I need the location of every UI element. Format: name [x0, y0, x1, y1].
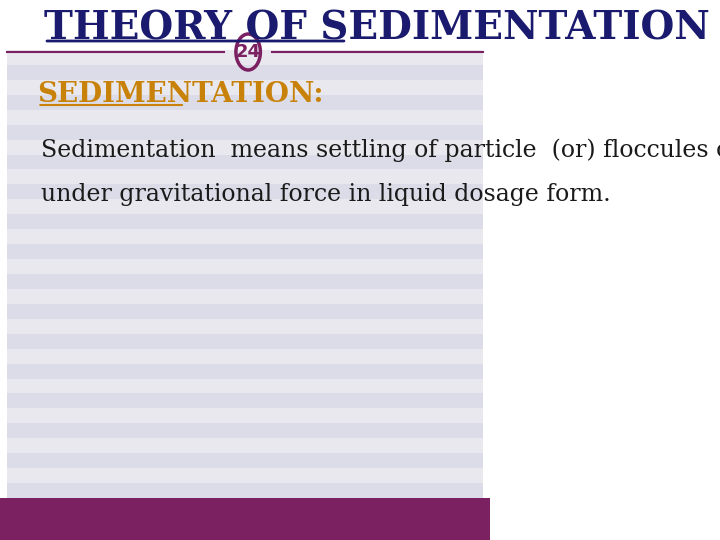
Bar	[6, 468, 482, 483]
Bar	[6, 229, 482, 244]
Bar	[0, 498, 490, 540]
Bar	[6, 453, 482, 468]
Text: 24: 24	[235, 43, 261, 61]
Bar	[6, 154, 482, 170]
Bar	[6, 50, 482, 65]
Bar	[6, 65, 482, 80]
Bar	[6, 363, 482, 379]
Text: under gravitational force in liquid dosage form.: under gravitational force in liquid dosa…	[41, 184, 611, 206]
Bar	[6, 379, 482, 394]
Bar	[6, 334, 482, 349]
Bar	[6, 110, 482, 125]
Bar	[6, 244, 482, 259]
Bar	[6, 319, 482, 334]
Bar	[6, 125, 482, 140]
Bar	[6, 5, 482, 50]
Bar	[6, 304, 482, 319]
Bar	[6, 95, 482, 110]
Bar	[6, 423, 482, 438]
Bar	[6, 140, 482, 154]
Bar	[6, 408, 482, 423]
Bar	[6, 214, 482, 229]
Bar	[6, 259, 482, 274]
Bar	[6, 170, 482, 184]
Text: THEORY OF SEDIMENTATION: THEORY OF SEDIMENTATION	[44, 9, 710, 47]
Bar	[6, 80, 482, 95]
Bar	[6, 483, 482, 498]
Text: Sedimentation  means settling of particle  (or) floccules occur: Sedimentation means settling of particle…	[41, 138, 720, 162]
Text: SEDIMENTATION:: SEDIMENTATION:	[37, 82, 324, 109]
Bar	[6, 289, 482, 304]
Bar	[6, 274, 482, 289]
Bar	[6, 184, 482, 199]
Bar	[6, 394, 482, 408]
Bar	[6, 438, 482, 453]
Bar	[6, 349, 482, 363]
Bar	[6, 199, 482, 214]
